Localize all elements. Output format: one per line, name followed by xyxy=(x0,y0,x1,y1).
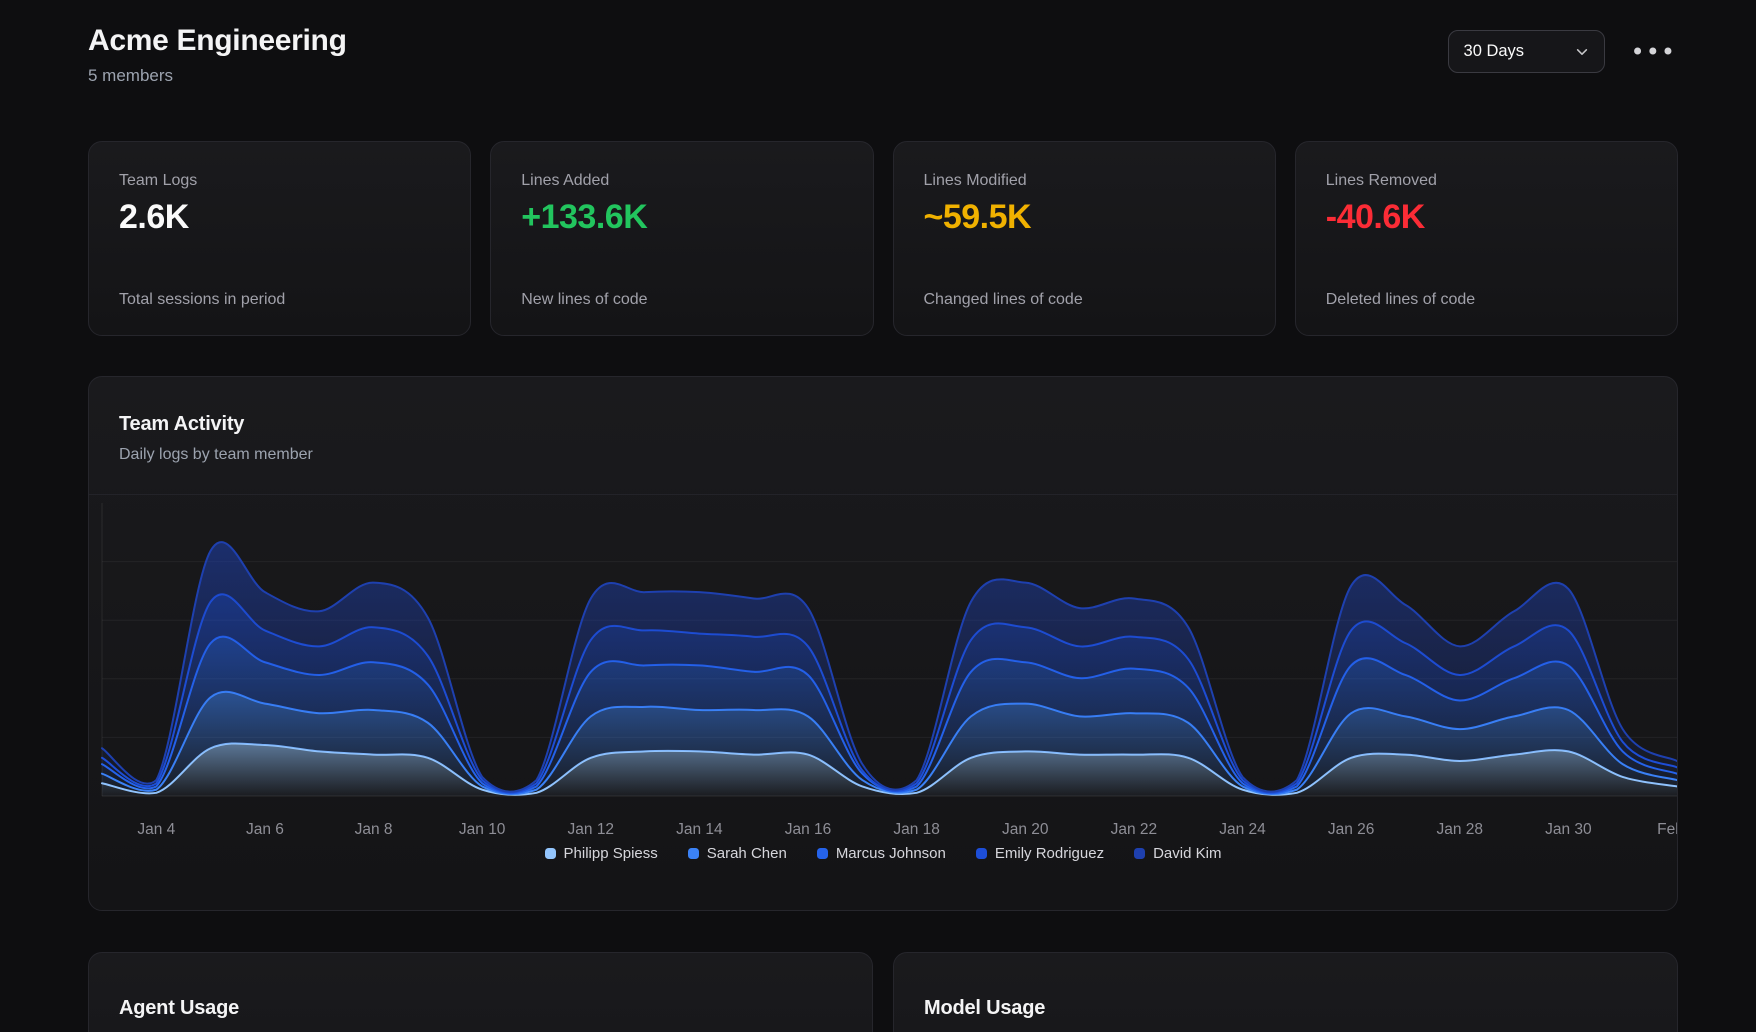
stat-value: 2.6K xyxy=(119,197,189,236)
model-usage-card: Model Usage xyxy=(893,951,1678,1032)
legend-swatch xyxy=(1134,847,1146,859)
team-activity-stacked-area-chart[interactable]: Jan 4 Jan 6 Jan 8 Jan 10 Jan 12 Jan 14 Jan 16 J… xyxy=(89,495,1677,843)
x-tick-label: Jan 28 xyxy=(1436,821,1483,838)
stat-value: +133.6K xyxy=(521,197,648,236)
chart-area-band xyxy=(102,742,1677,796)
page-title: Acme Engineering xyxy=(88,24,347,57)
chevron-down-icon xyxy=(1576,48,1587,55)
team-activity-card: Team Activity Daily logs by team member … xyxy=(88,375,1678,911)
legend-swatch xyxy=(687,847,699,859)
more-options-button[interactable]: ••• xyxy=(1630,37,1676,66)
x-tick-label: Jan 16 xyxy=(785,821,832,838)
time-range-select[interactable]: 30 Days xyxy=(1447,30,1605,73)
stat-label: Lines Removed xyxy=(1325,171,1437,189)
legend-item: Sarah Chen xyxy=(687,844,787,862)
x-tick-label: Jan 8 xyxy=(355,821,393,838)
legend-label: Philipp Spiess xyxy=(563,844,658,862)
stat-label: Lines Added xyxy=(521,171,610,189)
x-tick-label: Jan 22 xyxy=(1111,821,1158,838)
x-tick-label: Jan 6 xyxy=(246,821,284,838)
x-tick-label: Jan 26 xyxy=(1328,821,1375,838)
legend-label: Sarah Chen xyxy=(706,844,787,862)
stat-value: ~59.5K xyxy=(923,197,1032,236)
x-tick-label: Jan 24 xyxy=(1219,821,1266,838)
legend-label: David Kim xyxy=(1153,844,1222,862)
agent-usage-card: Agent Usage xyxy=(88,951,873,1032)
stat-card-lines-added: Lines Added +133.6K New lines of code xyxy=(490,140,874,336)
chart-legend: Philipp Spiess Sarah Chen Marcus Johnson Em… xyxy=(89,845,1677,862)
team-activity-subtitle: Daily logs by team member xyxy=(119,445,313,463)
stat-card-lines-modified: Lines Modified ~59.5K Changed lines of c… xyxy=(892,140,1276,336)
stat-description: Deleted lines of code xyxy=(1325,290,1476,308)
legend-swatch xyxy=(816,847,828,859)
legend-item: Philipp Spiess xyxy=(544,844,658,862)
legend-label: Emily Rodriguez xyxy=(994,844,1105,862)
x-tick-label: Feb 1 xyxy=(1657,821,1677,838)
header-title-block: Acme Engineering 5 members xyxy=(88,24,347,86)
x-tick-label: Jan 14 xyxy=(676,821,723,838)
legend-item: Marcus Johnson xyxy=(816,844,946,862)
legend-label: Marcus Johnson xyxy=(835,844,946,862)
stat-description: Total sessions in period xyxy=(119,290,286,308)
x-tick-label: Jan 18 xyxy=(893,821,940,838)
legend-swatch xyxy=(975,847,987,859)
time-range-value: 30 Days xyxy=(1463,42,1525,60)
stats-row: Team Logs 2.6K Total sessions in period … xyxy=(88,140,1678,336)
chart-area-band xyxy=(102,691,1677,795)
stat-label: Team Logs xyxy=(119,171,198,189)
stat-card-team-logs: Team Logs 2.6K Total sessions in period xyxy=(88,140,472,336)
agent-usage-title: Agent Usage xyxy=(119,996,240,1019)
chart-series-line xyxy=(101,540,1677,793)
stat-card-lines-removed: Lines Removed -40.6K Deleted lines of co… xyxy=(1294,140,1678,336)
team-activity-title: Team Activity xyxy=(119,412,245,435)
x-tick-label: Jan 4 xyxy=(137,821,175,838)
model-usage-title: Model Usage xyxy=(924,996,1046,1019)
chart-area-band xyxy=(102,636,1677,794)
team-activity-header: Team Activity Daily logs by team member xyxy=(89,377,1677,495)
page-header: Acme Engineering 5 members 30 Days ••• xyxy=(88,24,1678,86)
header-controls: 30 Days ••• xyxy=(1447,30,1678,73)
stat-value: -40.6K xyxy=(1325,197,1426,236)
legend-swatch xyxy=(544,847,556,859)
member-count: 5 members xyxy=(88,65,174,85)
stat-description: New lines of code xyxy=(521,290,648,308)
stat-description: Changed lines of code xyxy=(923,290,1083,308)
team-activity-chart-area: Jan 4 Jan 6 Jan 8 Jan 10 Jan 12 Jan 14 Jan 16 J… xyxy=(89,495,1677,910)
x-tick-label: Jan 20 xyxy=(1002,821,1049,838)
legend-item: Emily Rodriguez xyxy=(975,844,1105,862)
legend-item: David Kim xyxy=(1134,845,1221,862)
x-tick-label: Jan 30 xyxy=(1545,821,1592,838)
bottom-cards-row: Agent Usage Model Usage xyxy=(88,951,1678,1032)
stat-label: Lines Modified xyxy=(923,171,1027,189)
x-tick-label: Jan 10 xyxy=(459,821,506,838)
x-tick-label: Jan 12 xyxy=(568,821,615,838)
